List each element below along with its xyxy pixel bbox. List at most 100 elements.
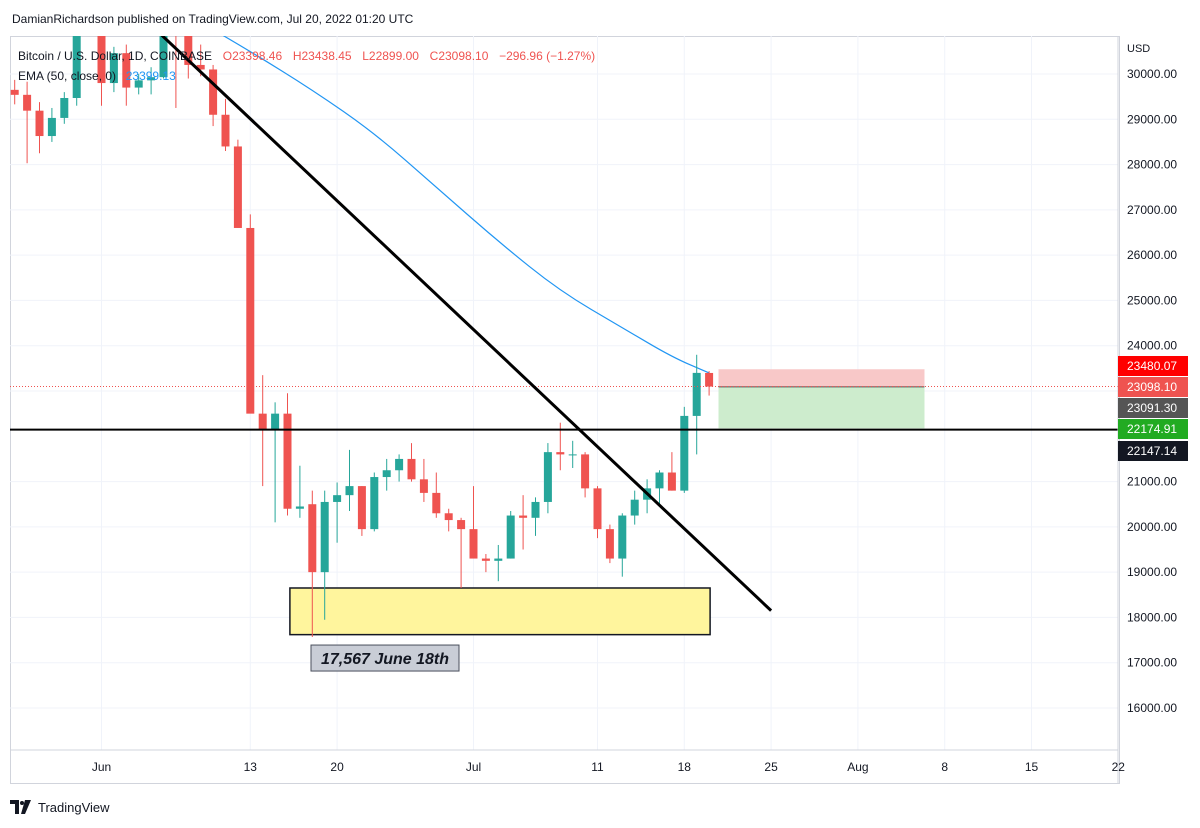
candle-body <box>122 53 131 88</box>
price-badge-bg <box>1118 377 1188 397</box>
candle <box>630 490 639 525</box>
candle <box>308 490 317 638</box>
candle-body <box>147 77 156 81</box>
open-value: O23398.46 <box>222 49 283 63</box>
price-badge: 22147.14 <box>1118 441 1188 461</box>
candle-body <box>581 454 590 489</box>
candle <box>172 12 180 108</box>
price-tick-label: 27000.00 <box>1127 203 1177 217</box>
price-tick-label: 25000.00 <box>1127 293 1177 307</box>
candle <box>618 513 627 577</box>
price-tick-label: 30000.00 <box>1127 67 1177 81</box>
candle-body <box>593 488 602 530</box>
candle-body <box>692 372 701 416</box>
candle <box>382 458 391 491</box>
candle <box>494 544 503 582</box>
candle <box>320 490 329 620</box>
price-tick-label: 16000.00 <box>1127 701 1177 715</box>
price-badge: 23098.10 <box>1118 377 1188 397</box>
candle-body <box>109 53 118 84</box>
candle-body <box>481 558 490 561</box>
candle-body <box>60 98 69 118</box>
candle <box>444 508 453 532</box>
candle-body <box>246 227 255 414</box>
candle-body <box>159 36 168 78</box>
price-tick-label: 20000.00 <box>1127 520 1177 534</box>
candle-body <box>370 477 379 530</box>
price-tick-label: 18000.00 <box>1127 610 1177 624</box>
candle-body <box>184 36 193 65</box>
candle <box>271 402 280 523</box>
candle <box>109 46 118 93</box>
price-tick-label: 24000.00 <box>1127 339 1177 353</box>
candle-body <box>556 452 565 455</box>
currency-label: USD <box>1127 43 1151 55</box>
candle-body <box>47 117 56 137</box>
candle <box>10 79 19 105</box>
support-zone-box <box>289 587 711 636</box>
candle <box>295 465 304 518</box>
price-badge-label: 22174.91 <box>1127 422 1177 436</box>
time-tick-label: 20 <box>330 760 344 774</box>
candle <box>655 470 664 505</box>
price-badge-label: 22147.14 <box>1127 444 1177 458</box>
candle <box>605 524 614 564</box>
candle <box>692 354 701 455</box>
candle-body <box>283 413 292 509</box>
candle-body <box>407 458 416 480</box>
candle-body <box>357 486 366 530</box>
candle <box>568 440 577 468</box>
candle <box>72 36 81 106</box>
annotation-box <box>310 644 460 672</box>
time-tick-label: 11 <box>591 760 604 774</box>
symbol-name: Bitcoin / U.S. Dollar, 1D, COINBASE <box>18 49 213 63</box>
candle <box>134 74 143 95</box>
candle <box>593 486 602 539</box>
price-tick-label: 17000.00 <box>1127 656 1177 670</box>
price-badge-bg <box>1118 398 1188 418</box>
candle <box>23 81 32 164</box>
candle <box>233 139 242 228</box>
candle-body <box>196 64 205 70</box>
candle <box>283 393 292 516</box>
candle-body <box>419 479 428 493</box>
price-badge: 22174.91 <box>1118 419 1188 439</box>
candle-body <box>444 513 453 521</box>
candle <box>419 458 428 502</box>
candle-body <box>258 413 267 430</box>
low-value: L22899.00 <box>362 49 419 63</box>
time-tick-label: 25 <box>764 760 778 774</box>
candle-body <box>568 454 577 456</box>
candle <box>407 443 416 482</box>
ema-value: 23399.13 <box>125 69 176 83</box>
candle <box>543 443 552 514</box>
candle-body <box>705 372 714 387</box>
time-tick-label: Jun <box>92 760 111 774</box>
candle-body <box>680 415 689 491</box>
time-tick-label: 8 <box>941 760 948 774</box>
candle <box>680 406 689 493</box>
price-tick-label: 21000.00 <box>1127 475 1177 489</box>
price-badge-label: 23091.30 <box>1127 401 1177 415</box>
candle-body <box>382 470 391 478</box>
tradingview-logo-icon <box>10 800 31 814</box>
candle-body <box>457 520 466 530</box>
candle <box>481 554 490 573</box>
candle <box>357 486 366 536</box>
candle-body <box>333 495 342 502</box>
ema-label: EMA (50, close, 0) <box>18 69 117 83</box>
candle <box>147 67 156 95</box>
candle-body <box>35 110 44 137</box>
candle <box>457 517 466 588</box>
candle <box>184 36 193 79</box>
annotation-label: 17,567 June 18th <box>321 651 449 668</box>
candle-body <box>667 472 676 491</box>
legend-ema-row: EMA (50, close, 0) 23399.13 <box>18 66 595 86</box>
candle <box>47 107 56 142</box>
price-badge-label: 23098.10 <box>1127 380 1177 394</box>
top-bar: DamianRichardson published on TradingVie… <box>0 0 1200 36</box>
candle-body <box>172 12 180 22</box>
footer: TradingView <box>10 796 110 818</box>
candle <box>85 0 93 20</box>
